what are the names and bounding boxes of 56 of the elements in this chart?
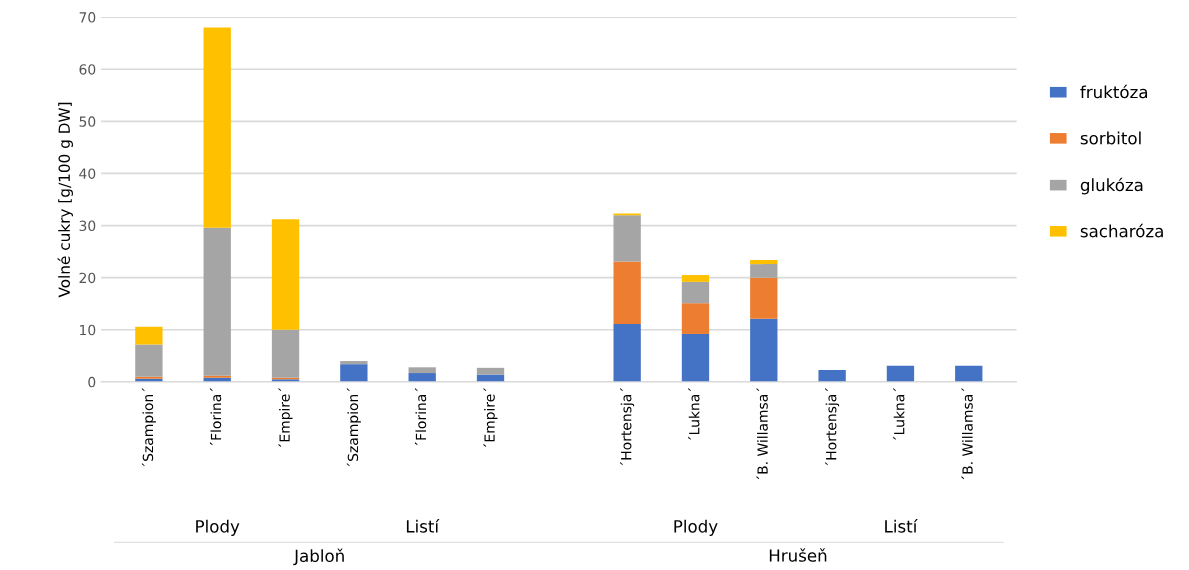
bar bbox=[750, 318, 778, 382]
bar bbox=[271, 329, 300, 378]
x-tick-label: ´Empire´ bbox=[278, 387, 293, 448]
bar bbox=[750, 264, 778, 278]
legend-label: glukóza bbox=[1080, 177, 1143, 195]
x-tick-label: ´Empire´ bbox=[483, 387, 498, 448]
bar bbox=[681, 275, 710, 282]
bar bbox=[476, 367, 505, 375]
y-tick-label: 20 bbox=[79, 272, 96, 284]
bar bbox=[271, 219, 300, 330]
text: Jabloň bbox=[293, 548, 344, 566]
text: Hrušeň bbox=[769, 548, 827, 562]
y-tick-label: 10 bbox=[80, 324, 96, 336]
text: Plody bbox=[674, 519, 718, 536]
bar bbox=[203, 227, 231, 376]
x-tick-label: ´Szampion´ bbox=[346, 387, 361, 467]
legend-label: sorbitol bbox=[1080, 131, 1141, 145]
bar bbox=[955, 365, 983, 382]
text: Plody bbox=[196, 519, 240, 536]
bar bbox=[886, 365, 915, 382]
bar bbox=[681, 333, 710, 382]
text: Listí bbox=[406, 519, 440, 533]
bar bbox=[135, 344, 163, 377]
x-tick-label: ´Lukna´ bbox=[688, 387, 700, 440]
bar bbox=[203, 375, 231, 378]
y-tick-label: 60 bbox=[79, 64, 96, 75]
x-tick-label: ´Hortensja´ bbox=[825, 387, 840, 466]
x-tick-label: ´Florina´ bbox=[414, 387, 427, 446]
bar bbox=[613, 324, 641, 382]
text: Listí bbox=[885, 519, 918, 533]
bar bbox=[408, 367, 436, 374]
bar bbox=[750, 259, 778, 265]
y-axis-title: Volné cukry [g/100 g DW] bbox=[57, 102, 73, 298]
x-tick-label: ´Hortensja´ bbox=[620, 387, 635, 466]
bar bbox=[681, 281, 710, 304]
y-tick-label: 70 bbox=[79, 12, 96, 23]
x-tick-label: ´Lukna´ bbox=[893, 387, 905, 440]
bar bbox=[135, 326, 163, 345]
bar bbox=[750, 277, 778, 319]
bar bbox=[340, 361, 368, 365]
y-tick-label: 40 bbox=[79, 168, 96, 179]
legend-label: sacharóza bbox=[1080, 223, 1163, 238]
x-tick-label: ´B. Willamsa´ bbox=[756, 387, 768, 480]
y-tick-label: 30 bbox=[79, 220, 96, 232]
legend-label: fruktóza bbox=[1080, 84, 1148, 99]
x-tick-label: ´B. Willamsa´ bbox=[961, 387, 973, 480]
y-tick-label: 50 bbox=[79, 116, 96, 127]
bar bbox=[613, 215, 641, 262]
x-tick-label: ´Szampion´ bbox=[141, 387, 156, 467]
y-tick-label: 0 bbox=[88, 376, 96, 388]
bar bbox=[203, 27, 231, 228]
x-tick-label: ´Florina´ bbox=[209, 387, 222, 446]
bar bbox=[818, 369, 846, 382]
bar bbox=[613, 261, 641, 325]
bar bbox=[340, 364, 368, 382]
bar bbox=[681, 303, 710, 334]
